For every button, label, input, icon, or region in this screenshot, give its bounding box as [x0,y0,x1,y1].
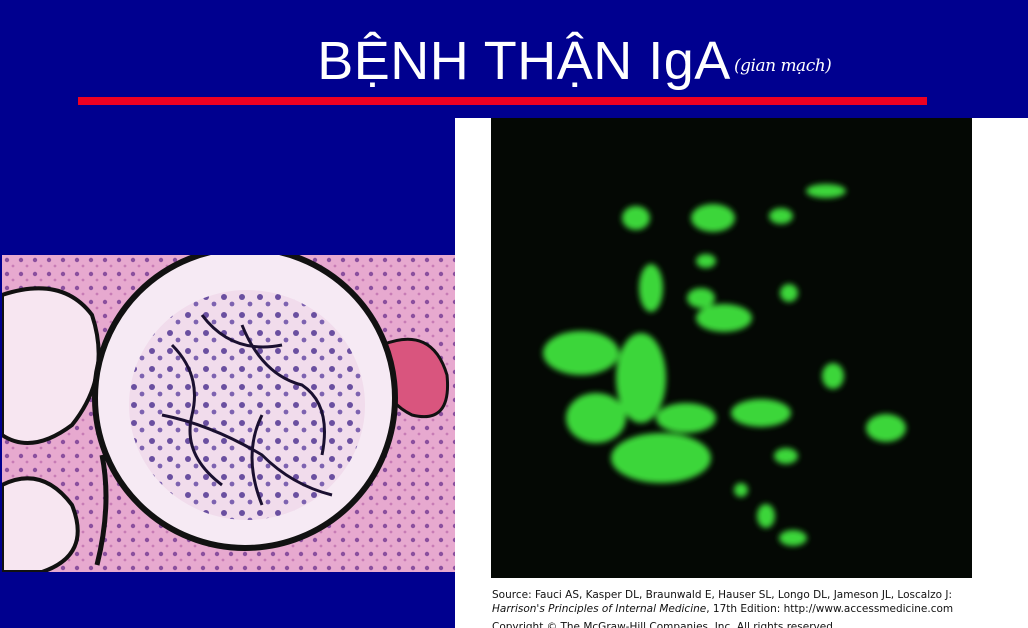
histology-image [2,255,455,572]
title-row: BỆNH THẬN IgA [0,30,1028,92]
immunofluorescence-image [491,118,972,578]
source-line: Source: Fauci AS, Kasper DL, Braunwald E… [492,589,953,601]
title-underline [78,97,927,105]
source-line: Harrison's Principles of Internal Medici… [492,603,953,615]
source-rest: , 17th Edition: http://www.accessmedicin… [706,603,954,615]
figure-panel: Source: Fauci AS, Kasper DL, Braunwald E… [455,118,1028,628]
copyright-line: Copyright © The McGraw-Hill Companies, I… [492,621,837,628]
handwritten-note: (gian mạch) [734,56,832,76]
slide-title: BỆNH THẬN IgA [317,31,731,91]
book-title: Harrison's Principles of Internal Medici… [492,603,707,615]
